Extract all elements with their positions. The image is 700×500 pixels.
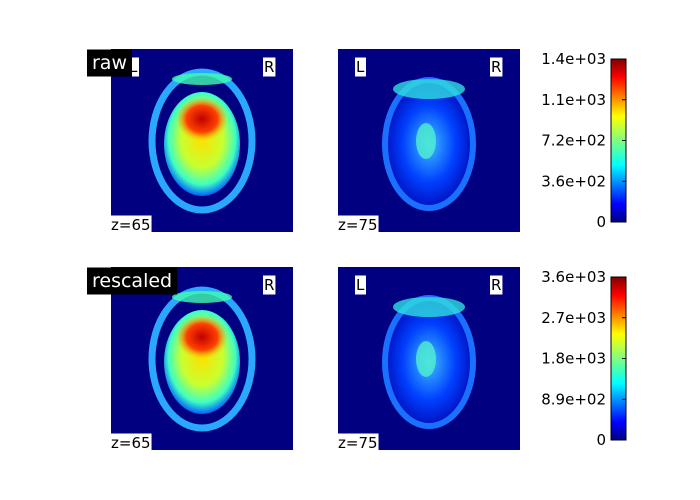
coordinate-label-box: [110, 433, 152, 453]
orientation-label: R: [264, 58, 274, 76]
colorbar-tick-label: 8.9e+02: [541, 390, 606, 408]
slice-image: [338, 267, 520, 450]
orientation-label-box: [355, 275, 366, 295]
colorbar-tick-label: 7.2e+02: [541, 132, 606, 150]
colorbar-tick-label: 3.6e+03: [541, 268, 606, 286]
hot-spot: [176, 97, 228, 141]
orientation-label: R: [491, 58, 501, 76]
skull-top: [172, 73, 232, 85]
skull-top: [393, 297, 465, 317]
orientation-label: L: [356, 276, 365, 294]
center: [416, 123, 436, 159]
row-title: rescaled: [92, 270, 172, 292]
slice-image: [111, 49, 293, 232]
orientation-label: L: [129, 58, 138, 76]
skull-top: [393, 79, 465, 99]
orientation-label: R: [264, 276, 274, 294]
row-title-box: [87, 49, 132, 77]
row-title-box: [87, 267, 178, 295]
coordinate-label: z=75: [338, 216, 378, 234]
skull: [148, 68, 256, 214]
center: [416, 341, 436, 377]
colorbar-tick-label: 1.8e+03: [541, 350, 606, 368]
colorbar-tick-label: 1.1e+03: [541, 91, 606, 109]
orientation-label-box: [490, 57, 503, 77]
skull-top: [172, 291, 232, 303]
coordinate-label-box: [337, 215, 379, 235]
slice-image: [338, 49, 520, 232]
colorbar-tick-label: 0: [596, 213, 606, 231]
colorbar-tick-label: 0: [596, 431, 606, 449]
orientation-label-box: [263, 275, 276, 295]
orientation-label-box: [263, 57, 276, 77]
coordinate-label: z=65: [111, 216, 151, 234]
coordinate-label-box: [110, 215, 152, 235]
orientation-label-box: [128, 57, 139, 77]
colorbar-tick-label: 3.6e+02: [541, 172, 606, 190]
coordinate-label: z=65: [111, 434, 151, 452]
skull: [148, 286, 256, 432]
row-title: raw: [92, 52, 127, 74]
slice-image: [111, 267, 293, 450]
coordinate-label-box: [337, 433, 379, 453]
hot-spot: [176, 315, 228, 359]
colorbar-tick-label: 2.7e+03: [541, 309, 606, 327]
colorbar-tick-label: 1.4e+03: [541, 50, 606, 68]
orientation-label: R: [491, 276, 501, 294]
orientation-label: L: [356, 58, 365, 76]
orientation-label-box: [490, 275, 503, 295]
orientation-label-box: [355, 57, 366, 77]
coordinate-label: z=75: [338, 434, 378, 452]
